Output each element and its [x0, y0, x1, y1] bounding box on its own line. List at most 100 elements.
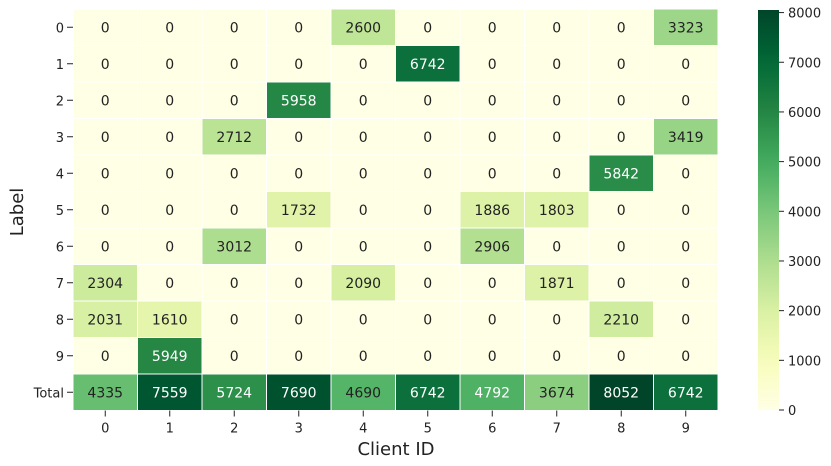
- cell-value-label: 4690: [345, 385, 381, 401]
- heatmap-cell: [72, 227, 138, 265]
- cell-value-label: 0: [488, 276, 497, 292]
- cell-value-label: 0: [423, 239, 432, 255]
- cell-value-label: 4335: [87, 385, 123, 401]
- cell-value-label: 0: [165, 203, 174, 219]
- heatmap-cell: [588, 191, 654, 229]
- cell-value-label: 0: [552, 239, 561, 255]
- cell-value-label: 3323: [668, 20, 704, 36]
- cell-value-label: 0: [359, 57, 368, 73]
- cell-value-label: 0: [230, 166, 239, 182]
- heatmap-cell: [201, 81, 267, 119]
- heatmap-cell: [266, 300, 332, 338]
- heatmap-cell: [137, 45, 203, 83]
- heatmap-cell: [588, 300, 654, 338]
- cell-value-label: 0: [681, 349, 690, 365]
- cell-value-label: 0: [230, 312, 239, 328]
- heatmap-cell: [266, 264, 332, 302]
- x-tick-label: 6: [488, 422, 496, 437]
- heatmap-cell: [524, 227, 590, 265]
- cell-value-label: 0: [294, 166, 303, 182]
- cell-value-label: 0: [101, 349, 110, 365]
- y-tick-label: 5: [56, 204, 64, 219]
- cell-value-label: 0: [681, 93, 690, 109]
- heatmap-cell: [395, 8, 461, 46]
- heatmap-cell: [653, 118, 719, 156]
- colorbar-tick-label: 6000: [788, 106, 821, 121]
- heatmap-cell: [72, 191, 138, 229]
- heatmap-cell: [653, 45, 719, 83]
- cell-value-label: 0: [423, 20, 432, 36]
- cell-value-label: 0: [552, 312, 561, 328]
- heatmap-cell: [588, 154, 654, 192]
- heatmap-cell: [395, 154, 461, 192]
- heatmap-cell: [330, 191, 396, 229]
- heatmap-cell: [330, 154, 396, 192]
- cell-value-label: 0: [681, 239, 690, 255]
- heatmap-cell: [653, 227, 719, 265]
- cell-value-label: 2906: [474, 239, 510, 255]
- heatmap-cell: [72, 118, 138, 156]
- heatmap-cell: [201, 8, 267, 46]
- heatmap-cell: [524, 337, 590, 375]
- heatmap-cell: [330, 300, 396, 338]
- x-tick-label: 0: [101, 422, 109, 437]
- cell-value-label: 0: [617, 20, 626, 36]
- heatmap-cell: [459, 227, 525, 265]
- cell-value-label: 0: [294, 276, 303, 292]
- cell-value-label: 0: [165, 57, 174, 73]
- cell-value-label: 0: [165, 276, 174, 292]
- cell-value-label: 5958: [281, 93, 317, 109]
- heatmap-cell: [395, 191, 461, 229]
- cell-value-label: 0: [359, 93, 368, 109]
- colorbar-tick-label: 7000: [788, 56, 821, 71]
- heatmap-cell: [72, 8, 138, 46]
- cell-value-label: 1732: [281, 203, 317, 219]
- cell-value-label: 8052: [603, 385, 639, 401]
- cell-annotations: 0 0 0 0 2600 0 0 0 0 3323 0 0 0 0 0 6742 0 0 0 0 0 0 0 5958 0 0 0 0…: [87, 20, 703, 401]
- heatmap-cell: [588, 337, 654, 375]
- cell-value-label: 1610: [152, 312, 188, 328]
- cell-value-label: 6742: [410, 385, 446, 401]
- x-tick-label: 8: [617, 422, 625, 437]
- heatmap-cell: [459, 81, 525, 119]
- heatmap-cell: [524, 81, 590, 119]
- heatmap-cell: [137, 81, 203, 119]
- cell-value-label: 6742: [410, 57, 446, 73]
- cell-value-label: 2600: [345, 20, 381, 36]
- y-tick-label: 6: [56, 240, 64, 255]
- cell-value-label: 0: [359, 312, 368, 328]
- heatmap-cell: [459, 45, 525, 83]
- cell-value-label: 1871: [539, 276, 575, 292]
- x-axis-ticks: 0 1 2 3 4 5 6 7 8 9: [101, 410, 690, 437]
- cell-value-label: 0: [165, 166, 174, 182]
- heatmap-cell: [395, 118, 461, 156]
- y-tick-label: 0: [56, 21, 64, 36]
- cell-value-label: 5949: [152, 349, 188, 365]
- cell-value-label: 0: [552, 166, 561, 182]
- heatmap-cell: [201, 191, 267, 229]
- cell-value-label: 0: [230, 93, 239, 109]
- cell-value-label: 0: [552, 130, 561, 146]
- heatmap-cell: [137, 373, 203, 411]
- cell-value-label: 2210: [603, 312, 639, 328]
- cell-value-label: 0: [230, 20, 239, 36]
- cell-value-label: 0: [488, 93, 497, 109]
- y-tick-label: Total: [33, 386, 64, 401]
- cell-value-label: 0: [488, 166, 497, 182]
- heatmap-cell: [395, 337, 461, 375]
- cell-value-label: 3674: [539, 385, 575, 401]
- colorbar-tick-label: 1000: [788, 354, 821, 369]
- heatmap-cell: [137, 8, 203, 46]
- cell-value-label: 0: [617, 349, 626, 365]
- heatmap-cell: [653, 373, 719, 411]
- cell-value-label: 0: [165, 130, 174, 146]
- cell-value-label: 0: [617, 57, 626, 73]
- cell-value-label: 0: [552, 20, 561, 36]
- cell-value-label: 0: [359, 239, 368, 255]
- cell-value-label: 2304: [87, 276, 123, 292]
- cell-value-label: 0: [681, 203, 690, 219]
- cell-value-label: 0: [101, 20, 110, 36]
- heatmap-cell: [524, 264, 590, 302]
- cell-value-label: 0: [230, 203, 239, 219]
- cell-value-label: 0: [488, 57, 497, 73]
